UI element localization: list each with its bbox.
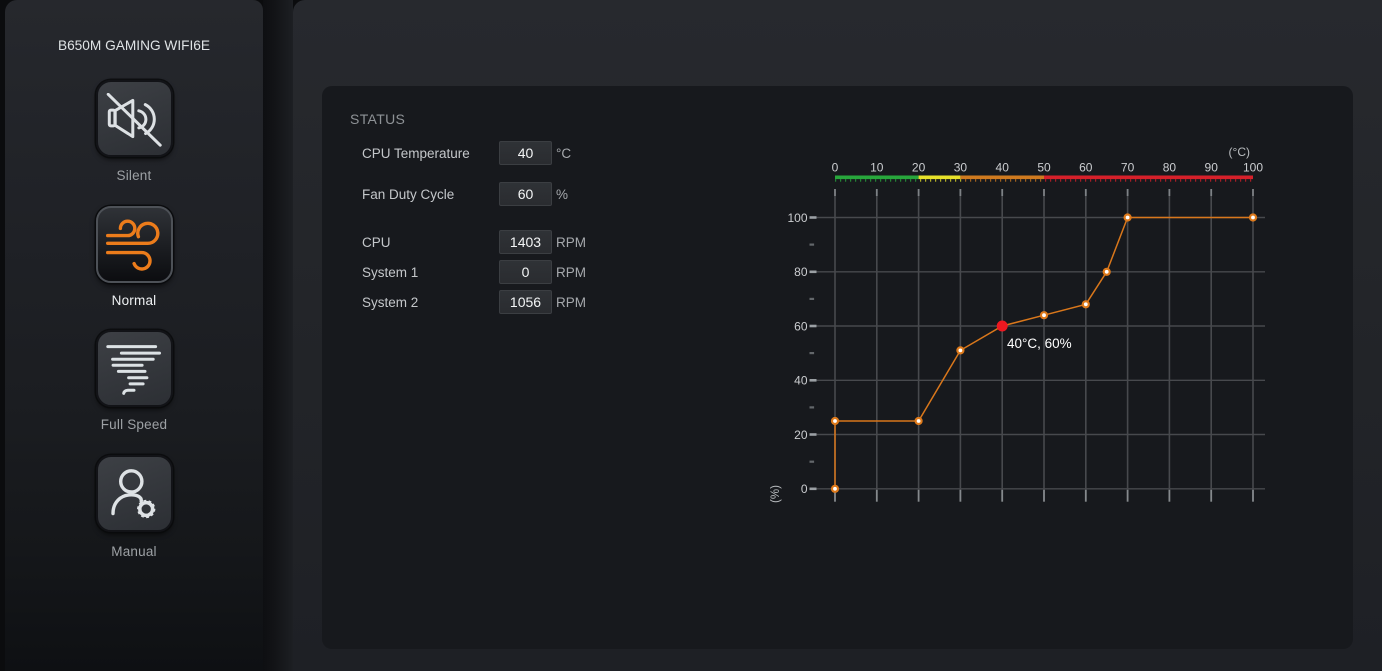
- svg-text:50: 50: [1037, 161, 1051, 175]
- svg-text:60: 60: [794, 319, 808, 333]
- svg-text:80: 80: [794, 265, 808, 279]
- svg-text:20: 20: [912, 161, 926, 175]
- svg-text:100: 100: [787, 211, 807, 225]
- svg-text:0: 0: [801, 482, 808, 496]
- svg-text:(%): (%): [770, 485, 782, 503]
- svg-text:70: 70: [1121, 161, 1135, 175]
- svg-text:40: 40: [996, 161, 1010, 175]
- svg-text:10: 10: [870, 161, 884, 175]
- svg-text:90: 90: [1205, 161, 1219, 175]
- svg-text:60: 60: [1079, 161, 1093, 175]
- svg-text:(°C): (°C): [1229, 145, 1250, 159]
- svg-text:100: 100: [1243, 161, 1263, 175]
- svg-text:30: 30: [954, 161, 968, 175]
- svg-text:40°C, 60%: 40°C, 60%: [1007, 336, 1072, 351]
- svg-text:0: 0: [832, 161, 839, 175]
- svg-text:20: 20: [794, 428, 808, 442]
- svg-text:80: 80: [1163, 161, 1177, 175]
- svg-text:40: 40: [794, 374, 808, 388]
